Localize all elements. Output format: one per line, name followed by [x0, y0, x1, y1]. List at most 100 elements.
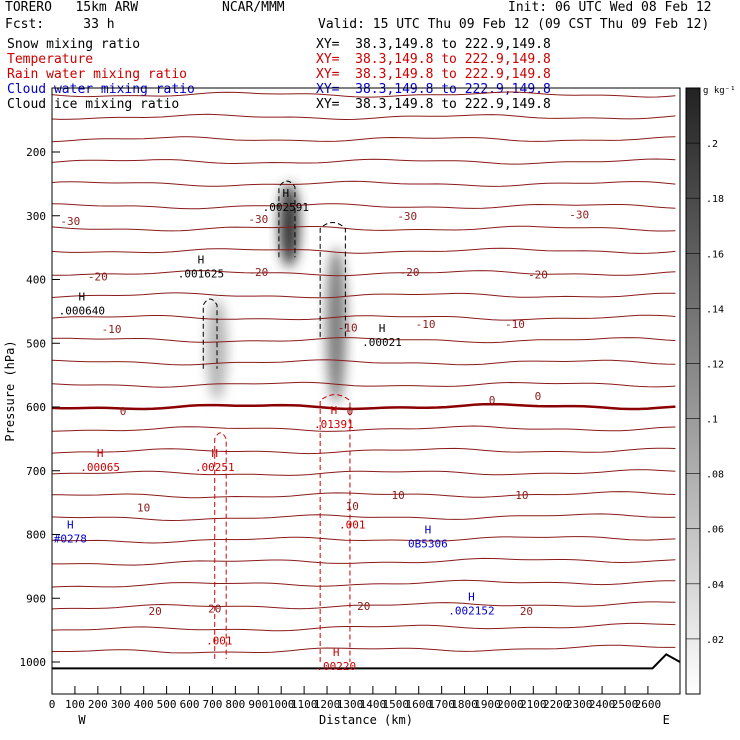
maximum-value-11: .001 [339, 518, 366, 531]
isotherm-5 [51, 203, 676, 210]
temperature-label-17: 10 [346, 500, 359, 513]
isotherm-19 [51, 513, 676, 522]
isotherm-7 [51, 247, 676, 254]
isotherm-6 [51, 225, 676, 232]
maximum-marker-2: H [282, 187, 289, 200]
east-label: E [663, 713, 670, 727]
x-tick-label-12: 1200 [314, 698, 341, 711]
valid-time: Valid: 15 UTC Thu 09 Feb 12 (09 CST Thu … [318, 17, 710, 32]
temperature-label-15: 0 [535, 390, 542, 403]
maximum-value-10: #0278 [54, 533, 87, 546]
temperature-label-20: 20 [149, 605, 162, 618]
temperature-label-6: -20 [400, 266, 420, 279]
colorbar [685, 87, 701, 695]
colorbar-tick-label-0: .02 [706, 635, 724, 646]
field-snow-name: Snow mixing ratio [7, 37, 141, 52]
x-tick-label-5: 500 [157, 698, 177, 711]
colorbar-tick-label-6: .14 [706, 304, 724, 315]
maximum-value-4: .01391 [314, 418, 354, 431]
field-cloud-ice-name: Cloud ice mixing ratio [7, 97, 180, 112]
maximum-marker-7: H [333, 646, 340, 659]
forecast-hour: Fcst: 33 h [5, 17, 115, 32]
y-tick-label-7: 900 [26, 592, 46, 605]
x-tick-label-9: 900 [248, 698, 268, 711]
maximum-marker-4: H [331, 404, 338, 417]
colorbar-tick-label-5: .12 [706, 359, 724, 370]
x-tick-label-23: 2300 [566, 698, 593, 711]
x-tick-label-18: 1800 [451, 698, 478, 711]
x-tick-label-7: 700 [203, 698, 223, 711]
maximum-marker-6: H [211, 447, 218, 460]
isotherm-16 [51, 447, 676, 455]
y-tick-label-6: 800 [26, 529, 46, 542]
temperature-label-10: -10 [416, 318, 436, 331]
maximum-marker-9: H [468, 591, 475, 604]
x-tick-label-17: 1700 [428, 698, 455, 711]
x-tick-label-13: 1300 [337, 698, 364, 711]
temperature-label-23: 20 [520, 605, 533, 618]
plot-frame [51, 87, 681, 695]
temperature-label-8: -10 [102, 323, 122, 336]
y-tick-label-2: 400 [26, 274, 46, 287]
colorbar-tick-label-8: .18 [706, 194, 724, 205]
field-rain-name: Rain water mixing ratio [7, 67, 188, 82]
isotherm-15 [51, 425, 676, 432]
x-tick-label-10: 1000 [268, 698, 295, 711]
temperature-label-9: -10 [338, 321, 358, 334]
isotherm-11 [51, 337, 676, 344]
y-tick-label-0: 200 [26, 146, 46, 159]
isotherm-24 [51, 622, 676, 632]
x-tick-label-8: 800 [225, 698, 245, 711]
colorbar-tick-label-3: .08 [706, 470, 724, 481]
org-label: NCAR/MMM [222, 0, 285, 15]
y-tick-label-8: 1000 [20, 656, 47, 669]
isotherm-2 [51, 136, 676, 143]
terrain-line [52, 653, 681, 670]
colorbar-tick-label-9: .2 [706, 139, 718, 150]
mixing-ratio-contour-3 [278, 180, 296, 258]
isotherm-12 [51, 359, 676, 366]
isotherm-20 [51, 536, 676, 544]
isotherm-4 [51, 180, 676, 187]
maximum-value-2: .002591 [263, 201, 309, 214]
maximum-marker-8: H [425, 524, 432, 537]
temperature-label-12: 0 [120, 405, 127, 418]
snow-shading-2 [326, 247, 347, 404]
field-cloud-water-name: Cloud water mixing ratio [7, 82, 195, 97]
mixing-ratio-contour-2 [202, 298, 218, 369]
isotherm-14 [51, 402, 676, 411]
snow-shading-1 [279, 183, 300, 267]
colorbar-tick-label-7: .16 [706, 249, 724, 260]
x-tick-label-19: 1900 [474, 698, 501, 711]
x-tick-label-1: 100 [65, 698, 85, 711]
maximum-marker-3: H [379, 322, 386, 335]
x-tick-label-25: 2500 [612, 698, 639, 711]
isotherm-21 [52, 557, 676, 566]
y-tick-label-5: 700 [26, 465, 46, 478]
maximum-value-0: .000640 [59, 304, 105, 317]
isotherm-17 [51, 469, 676, 476]
field-cloud-ice-xy: XY= 38.3,149.8 to 222.9,149.8 [316, 97, 551, 112]
x-tick-label-26: 2600 [635, 698, 662, 711]
isotherm-10 [51, 314, 676, 321]
x-tick-label-24: 2400 [589, 698, 616, 711]
x-tick-label-2: 200 [88, 698, 108, 711]
y-tick-label-3: 500 [26, 337, 46, 350]
x-tick-label-14: 1400 [360, 698, 387, 711]
isotherm-22 [51, 579, 676, 588]
maximum-marker-0: H [78, 290, 85, 303]
maximum-marker-1: H [198, 253, 205, 266]
field-rain-xy: XY= 38.3,149.8 to 222.9,149.8 [316, 67, 551, 82]
temperature-label-4: -20 [88, 270, 108, 283]
maximum-marker-5: H [97, 447, 104, 460]
maximum-value-9: .002152 [448, 605, 494, 618]
maximum-value-12: .001 [206, 635, 233, 648]
maximum-value-3: .00021 [362, 336, 402, 349]
y-tick-label-4: 600 [26, 401, 46, 414]
temperature-label-16: 10 [137, 502, 150, 515]
isotherm-18 [52, 491, 676, 499]
snow-shading-0 [207, 298, 228, 401]
temperature-label-1: -30 [248, 213, 268, 226]
temperature-label-11: -10 [505, 318, 525, 331]
